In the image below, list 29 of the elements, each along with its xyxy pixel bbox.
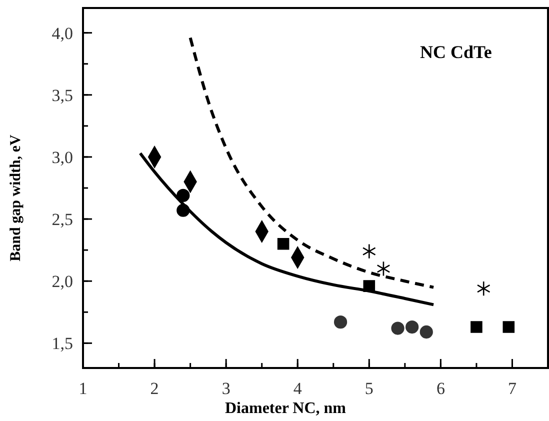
x-tick-label: 2 bbox=[150, 379, 159, 398]
x-tick-label: 7 bbox=[508, 379, 517, 398]
y-axis-title: Band gap width, eV bbox=[8, 134, 24, 262]
y-tick-label: 3,5 bbox=[52, 86, 73, 105]
point bbox=[391, 322, 404, 335]
point bbox=[476, 280, 490, 296]
point bbox=[176, 188, 190, 202]
point bbox=[470, 321, 482, 333]
point bbox=[277, 238, 290, 250]
y-tick-label: 2,0 bbox=[52, 272, 73, 292]
point bbox=[176, 204, 190, 217]
point bbox=[376, 260, 390, 276]
point bbox=[334, 316, 348, 329]
point bbox=[406, 320, 419, 334]
point bbox=[362, 244, 376, 260]
point bbox=[363, 280, 376, 292]
x-tick-label: 5 bbox=[364, 379, 374, 398]
y-tick-label: 4,0 bbox=[52, 24, 73, 43]
x-tick-label: 6 bbox=[436, 379, 445, 398]
point bbox=[420, 325, 433, 339]
x-tick-label: 1 bbox=[78, 379, 88, 398]
y-tick-label: 1,5 bbox=[52, 334, 73, 354]
y-tick-label: 2,5 bbox=[52, 210, 73, 229]
point bbox=[502, 321, 515, 333]
x-axis-title: Diameter NC, nm bbox=[224, 400, 347, 417]
annotation: NC CdTe bbox=[420, 42, 492, 62]
x-tick-label: 4 bbox=[293, 379, 302, 398]
y-tick-label: 3,0 bbox=[52, 148, 73, 167]
x-tick-label: 3 bbox=[222, 379, 230, 398]
